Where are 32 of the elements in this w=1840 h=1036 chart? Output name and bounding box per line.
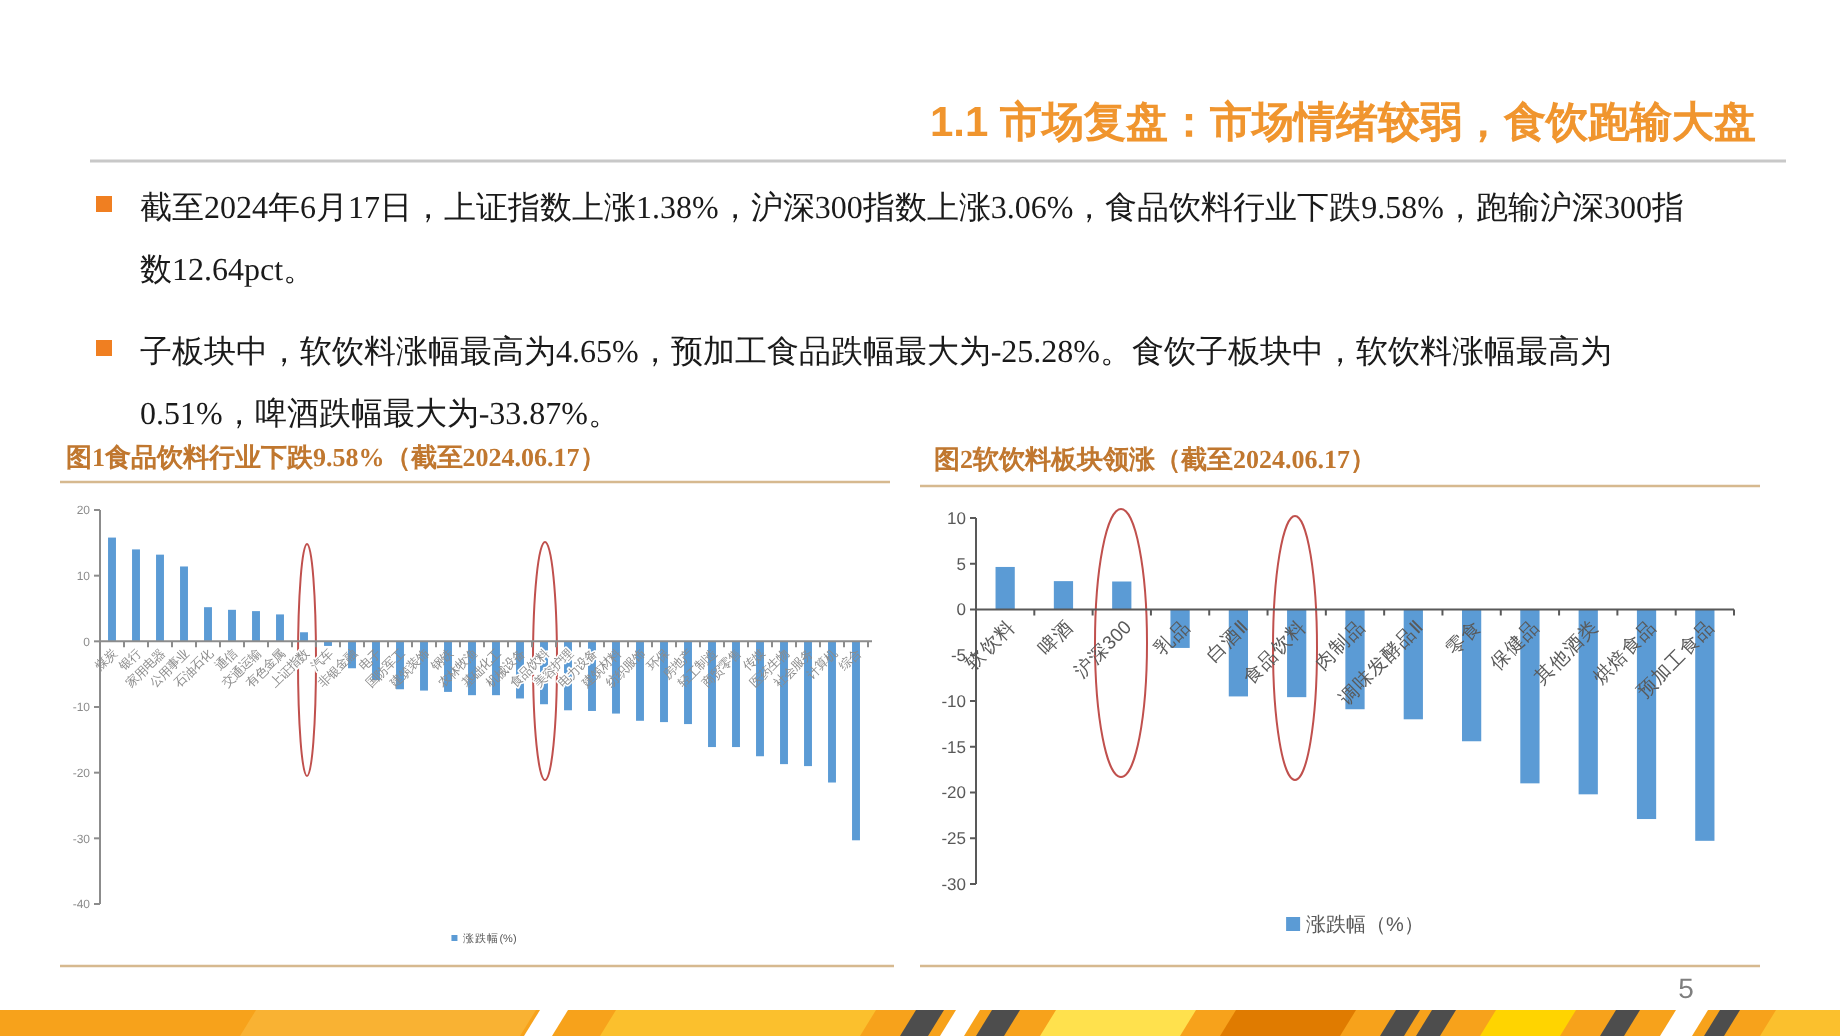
x-tick-label: 白酒Ⅱ <box>1201 615 1254 668</box>
bar <box>108 537 116 642</box>
text: 子板块中，软饮料涨幅最高为4.65%，预加工食品跌幅最大为-25.28%。食饮子板块中，软饮料涨幅最高为0.51%，啤酒跌幅最大为-33.87%。 <box>140 334 1612 432</box>
bar <box>180 566 188 642</box>
bar <box>1461 609 1482 742</box>
x-tick-label: 零食 <box>1441 615 1487 661</box>
y-tick-label: -10 <box>941 690 967 711</box>
y-tick-label: -25 <box>941 828 967 849</box>
bar <box>156 554 164 642</box>
bar <box>1053 581 1074 610</box>
bar <box>204 607 212 642</box>
text: 5 <box>1678 972 1695 1004</box>
y-tick-label: 0 <box>956 599 967 620</box>
bar <box>276 614 284 642</box>
chart-title: 图1食品饮料行业下跌9.58%（截至2024.06.17） <box>66 442 606 472</box>
bar <box>995 566 1015 610</box>
bar <box>1112 581 1132 610</box>
bar <box>252 611 260 642</box>
bar <box>228 609 236 642</box>
x-tick-label: 啤酒 <box>1033 615 1079 661</box>
y-tick-label: 10 <box>947 507 967 528</box>
text: 1.1 市场复盘：市场情绪较弱，食饮跑输大盘 <box>929 98 1756 146</box>
text: 截至2024年6月17日，上证指数上涨1.38%，沪深300指数上涨3.06%，食品饮料行业下跌9.58%，跑输沪深300指数12.64pct。 <box>140 190 1684 288</box>
y-tick-label: -20 <box>941 782 967 803</box>
y-tick-label: 5 <box>956 553 967 574</box>
y-tick-label: -5 <box>950 645 967 666</box>
chart-title: 图2软饮料板块领涨（截至2024.06.17） <box>934 444 1376 474</box>
legend-label: 涨跌幅（%） <box>1306 913 1424 937</box>
bar <box>132 549 140 642</box>
x-tick-label: 乳品 <box>1149 615 1196 661</box>
y-tick-label: -15 <box>941 736 967 757</box>
y-tick-label: -30 <box>941 873 967 894</box>
